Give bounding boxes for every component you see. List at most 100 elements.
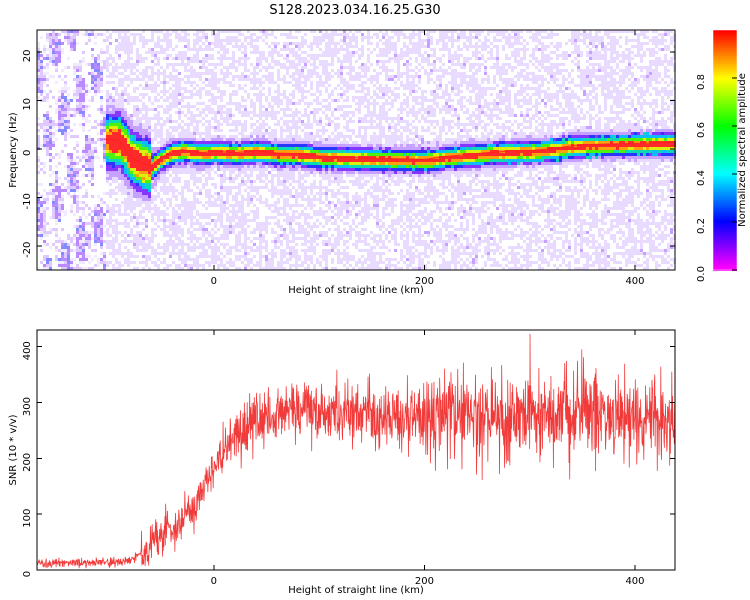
heatmap-cell	[67, 174, 70, 177]
heatmap-cell	[238, 87, 241, 90]
heatmap-cell	[52, 210, 55, 213]
heatmap-cell	[211, 111, 214, 114]
heatmap-cell	[100, 90, 103, 93]
heatmap-cell	[211, 219, 214, 222]
heatmap-cell	[82, 252, 85, 255]
heatmap-cell	[88, 162, 91, 165]
heatmap-cell	[193, 246, 196, 249]
heatmap-cell	[112, 255, 115, 258]
heatmap-cell	[109, 183, 112, 186]
heatmap-cell	[262, 201, 265, 204]
heatmap-cell	[181, 240, 184, 243]
heatmap-cell	[73, 39, 76, 42]
heatmap-cell	[286, 144, 289, 147]
heatmap-cell	[118, 93, 121, 96]
heatmap-cell	[52, 96, 55, 99]
heatmap-cell	[319, 231, 322, 234]
heatmap-cell	[202, 30, 205, 33]
heatmap-cell	[67, 165, 70, 168]
heatmap-cell	[100, 66, 103, 69]
heatmap-cell	[121, 168, 124, 171]
heatmap-cell	[259, 222, 262, 225]
heatmap-cell	[37, 96, 40, 99]
heatmap-cell	[37, 78, 40, 81]
heatmap-cell	[208, 108, 211, 111]
heatmap-cell	[325, 66, 328, 69]
heatmap-cell	[169, 183, 172, 186]
heatmap-cell	[313, 156, 316, 159]
heatmap-cell	[145, 120, 148, 123]
heatmap-cell	[208, 138, 211, 141]
heatmap-cell	[85, 84, 88, 87]
heatmap-cell	[121, 72, 124, 75]
heatmap-cell	[112, 81, 115, 84]
heatmap-cell	[136, 165, 139, 168]
heatmap-cell	[325, 177, 328, 180]
heatmap-cell	[127, 138, 130, 141]
heatmap-cell	[289, 138, 292, 141]
heatmap-cell	[196, 264, 199, 267]
heatmap-cell	[187, 75, 190, 78]
heatmap-cell	[304, 60, 307, 63]
heatmap-cell	[190, 264, 193, 267]
heatmap-cell	[76, 237, 79, 240]
heatmap-cell	[112, 108, 115, 111]
heatmap-cell	[106, 141, 109, 144]
heatmap-cell	[88, 159, 91, 162]
heatmap-cell	[43, 99, 46, 102]
heatmap-cell	[229, 63, 232, 66]
heatmap-cell	[163, 201, 166, 204]
heatmap-cell	[73, 258, 76, 261]
heatmap-cell	[52, 63, 55, 66]
heatmap-cell	[106, 66, 109, 69]
heatmap-cell	[151, 186, 154, 189]
heatmap-cell	[253, 51, 256, 54]
heatmap-cell	[256, 51, 259, 54]
heatmap-cell	[277, 150, 280, 153]
heatmap-cell	[91, 54, 94, 57]
heatmap-cell	[76, 87, 79, 90]
heatmap-cell	[247, 201, 250, 204]
heatmap-cell	[157, 57, 160, 60]
heatmap-cell	[223, 93, 226, 96]
heatmap-cell	[328, 189, 331, 192]
heatmap-cell	[166, 90, 169, 93]
heatmap-cell	[187, 207, 190, 210]
heatmap-cell	[172, 138, 175, 141]
heatmap-cell	[49, 123, 52, 126]
heatmap-cell	[331, 192, 334, 195]
heatmap-cell	[181, 213, 184, 216]
heatmap-cell	[124, 261, 127, 264]
heatmap-cell	[175, 264, 178, 267]
heatmap-cell	[160, 252, 163, 255]
heatmap-cell	[250, 105, 253, 108]
heatmap-cell	[319, 264, 322, 267]
heatmap-cell	[55, 246, 58, 249]
heatmap-cell	[127, 39, 130, 42]
heatmap-cell	[130, 228, 133, 231]
heatmap-cell	[229, 177, 232, 180]
heatmap-cell	[88, 267, 91, 270]
heatmap-cell	[100, 60, 103, 63]
heatmap-cell	[199, 78, 202, 81]
heatmap-cell	[304, 255, 307, 258]
heatmap-cell	[91, 231, 94, 234]
heatmap-cell	[328, 183, 331, 186]
heatmap-cell	[328, 117, 331, 120]
heatmap-cell	[61, 261, 64, 264]
heatmap-cell	[148, 180, 151, 183]
heatmap-cell	[58, 129, 61, 132]
heatmap-cell	[115, 30, 118, 33]
heatmap-cell	[250, 231, 253, 234]
heatmap-cell	[94, 69, 97, 72]
heatmap-cell	[175, 189, 178, 192]
heatmap-cell	[289, 108, 292, 111]
heatmap-cell	[43, 129, 46, 132]
heatmap-cell	[58, 42, 61, 45]
heatmap-cell	[256, 57, 259, 60]
heatmap-cell	[163, 249, 166, 252]
heatmap-cell	[175, 165, 178, 168]
heatmap-cell	[280, 192, 283, 195]
heatmap-cell	[151, 198, 154, 201]
heatmap-cell	[181, 195, 184, 198]
